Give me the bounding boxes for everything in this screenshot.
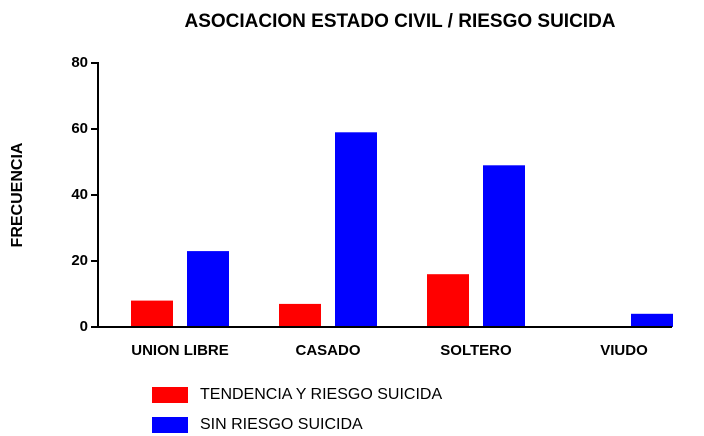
y-tick-label: 0 [80,318,88,335]
legend-label: SIN RIESGO SUICIDA [200,416,363,433]
y-axis-label: FRECUENCIA [9,142,26,247]
y-tick-label: 80 [71,54,88,71]
y-tick-label: 60 [71,120,88,137]
bar [483,165,525,327]
legend-swatch [152,417,188,433]
bar [631,313,673,327]
bar [279,303,321,327]
x-tick-label: VIUDO [600,342,648,359]
x-tick-label: CASADO [295,342,360,359]
bar [187,251,229,327]
x-tick-label: UNION LIBRE [131,342,229,359]
y-tick-label: 20 [71,252,88,269]
bar [335,132,377,327]
bar [427,274,469,327]
bar [131,300,173,327]
legend-swatch [152,387,188,403]
legend-label: TENDENCIA Y RIESGO SUICIDA [200,386,442,403]
y-tick-label: 40 [71,186,88,203]
chart-title: ASOCIACION ESTADO CIVIL / RIESGO SUICIDA [184,11,615,32]
x-tick-label: SOLTERO [440,342,512,359]
